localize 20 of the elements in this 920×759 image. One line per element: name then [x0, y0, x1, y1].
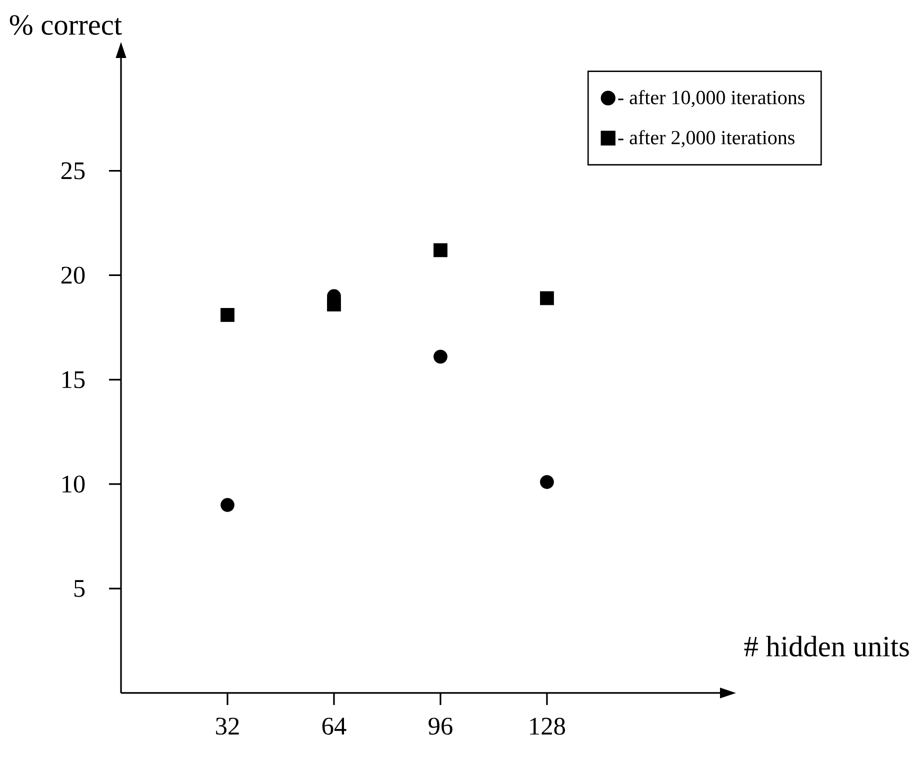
- y-tick-label: 20: [61, 266, 85, 284]
- x-tick-label: 96: [428, 718, 452, 735]
- x-tick-label: 128: [530, 718, 565, 735]
- y-tick-label: 25: [61, 162, 85, 180]
- x-tick-label: 64: [322, 718, 346, 735]
- legend-label: - after 10,000 iterations: [618, 90, 804, 108]
- y-axis-title: % correct: [10, 15, 122, 35]
- y-tick-label: 5: [74, 580, 85, 597]
- y-tick-label: 15: [62, 371, 85, 388]
- x-axis-title: # hidden units: [744, 636, 909, 657]
- y-tick-label: 10: [62, 476, 85, 493]
- point: [327, 298, 341, 312]
- x-tick-label: 32: [216, 718, 239, 735]
- point: [220, 498, 234, 512]
- point: [540, 291, 554, 306]
- legend-label: - after 2,000 iterations: [618, 130, 794, 148]
- point: [540, 475, 554, 489]
- point: [434, 243, 448, 258]
- point: [220, 308, 234, 322]
- point: [434, 350, 448, 364]
